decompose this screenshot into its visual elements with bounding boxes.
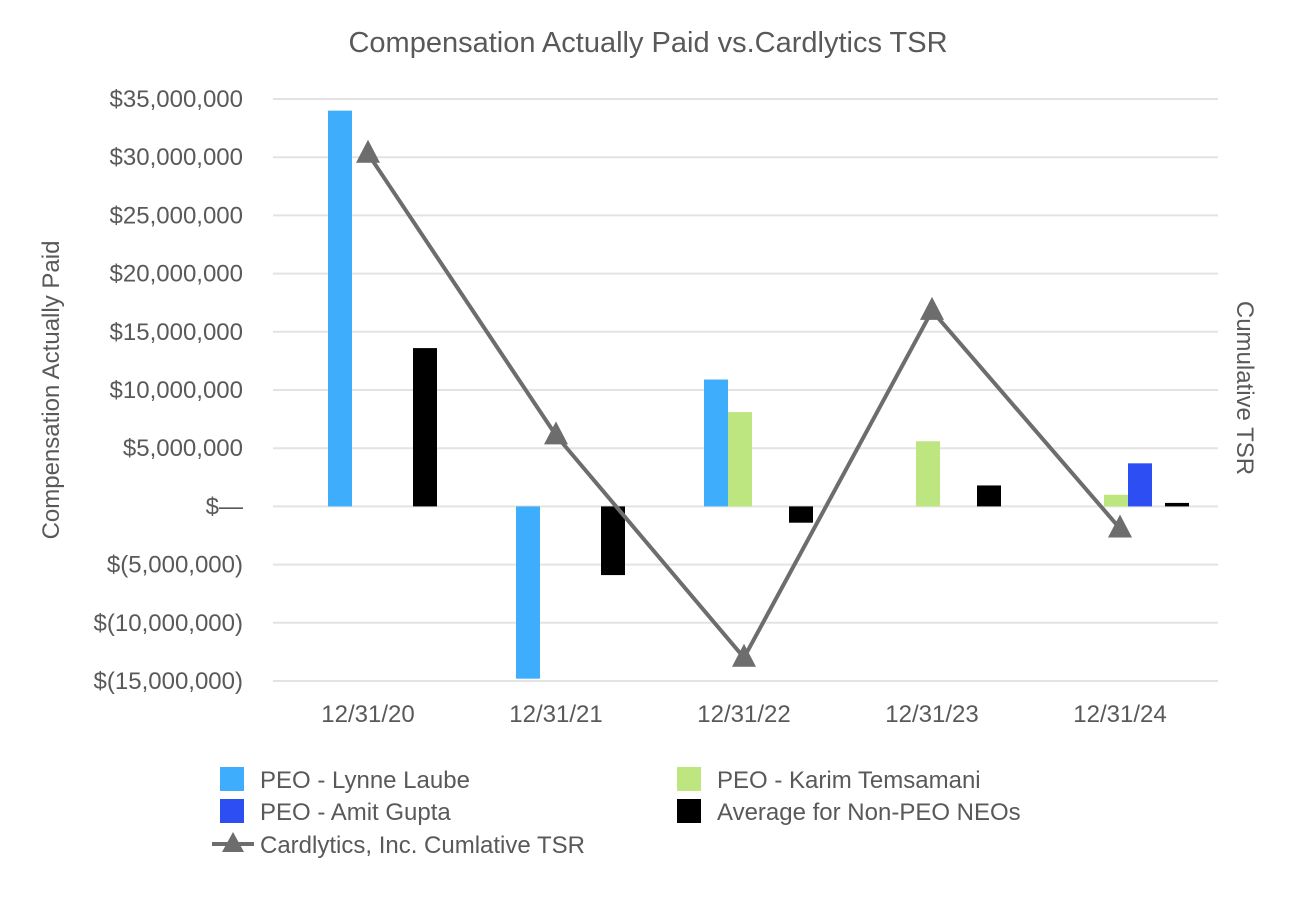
bar: [1128, 463, 1152, 507]
legend-swatch: [677, 799, 701, 823]
y-axis-ticks: $35,000,000 $30,000,000 $25,000,000 $20,000…: [94, 86, 243, 695]
bar: [916, 441, 940, 507]
tsr-marker: [356, 139, 380, 163]
bar: [789, 506, 813, 523]
legend-label: PEO - Amit Gupta: [260, 799, 451, 826]
bar: [1104, 494, 1128, 507]
legend-label: Cardlytics, Inc. Cumlative TSR: [260, 832, 585, 859]
y2-axis-label: Cumulative TSR: [1231, 301, 1258, 475]
legend-swatch: [677, 767, 701, 791]
bar: [413, 348, 437, 507]
y-tick-label: $(15,000,000): [94, 668, 243, 695]
y-axis-label: Compensation Actually Paid: [38, 241, 65, 540]
bar: [601, 506, 625, 576]
x-tick-label: 12/31/22: [697, 701, 790, 728]
bars: [328, 110, 1189, 679]
bar: [328, 110, 352, 507]
x-tick-label: 12/31/23: [885, 701, 978, 728]
x-tick-label: 12/31/20: [321, 701, 414, 728]
y-tick-label: $35,000,000: [110, 86, 243, 113]
legend-label: Average for Non-PEO NEOs: [717, 799, 1021, 826]
legend-marker-icon: [222, 832, 244, 852]
legend-swatch: [220, 767, 244, 791]
x-tick-label: 12/31/21: [509, 701, 602, 728]
tsr-series-line: [366, 152, 1122, 660]
y-tick-label: $5,000,000: [123, 435, 243, 462]
bar: [704, 379, 728, 507]
legend-item: PEO - Lynne Laube: [220, 767, 470, 794]
y-tick-label: $15,000,000: [110, 319, 243, 346]
legend-item: Cardlytics, Inc. Cumlative TSR: [212, 832, 585, 859]
tsr-marker: [920, 296, 944, 320]
legend-item: Average for Non-PEO NEOs: [677, 799, 1021, 826]
bar: [977, 485, 1001, 507]
tsr-marker: [544, 421, 568, 445]
legend-swatch: [220, 799, 244, 823]
tsr-line: [356, 139, 1132, 667]
y-tick-label: $25,000,000: [110, 202, 243, 229]
y-tick-label: $—: [206, 493, 243, 520]
legend-item: PEO - Karim Temsamani: [677, 767, 981, 794]
legend-label: PEO - Lynne Laube: [260, 767, 470, 794]
bar: [516, 506, 540, 679]
bar: [728, 412, 752, 507]
x-axis-ticks: 12/31/20 12/31/21 12/31/22 12/31/23 12/31/24: [321, 701, 1166, 728]
y-tick-label: $(5,000,000): [107, 552, 243, 579]
chart-title: Compensation Actually Paid vs.Cardlytics…: [348, 27, 947, 59]
legend-item: PEO - Amit Gupta: [220, 799, 451, 826]
y-tick-label: $30,000,000: [110, 144, 243, 171]
legend-label: PEO - Karim Temsamani: [717, 767, 981, 794]
bar: [1165, 502, 1189, 507]
tsr-marker: [732, 643, 756, 667]
legend: PEO - Lynne Laube PEO - Karim Temsamani PE…: [212, 767, 1021, 859]
y-tick-label: $10,000,000: [110, 377, 243, 404]
y-tick-label: $20,000,000: [110, 261, 243, 288]
tsr-marker: [1108, 514, 1132, 538]
x-tick-label: 12/31/24: [1073, 701, 1166, 728]
y-tick-label: $(10,000,000): [94, 610, 243, 637]
